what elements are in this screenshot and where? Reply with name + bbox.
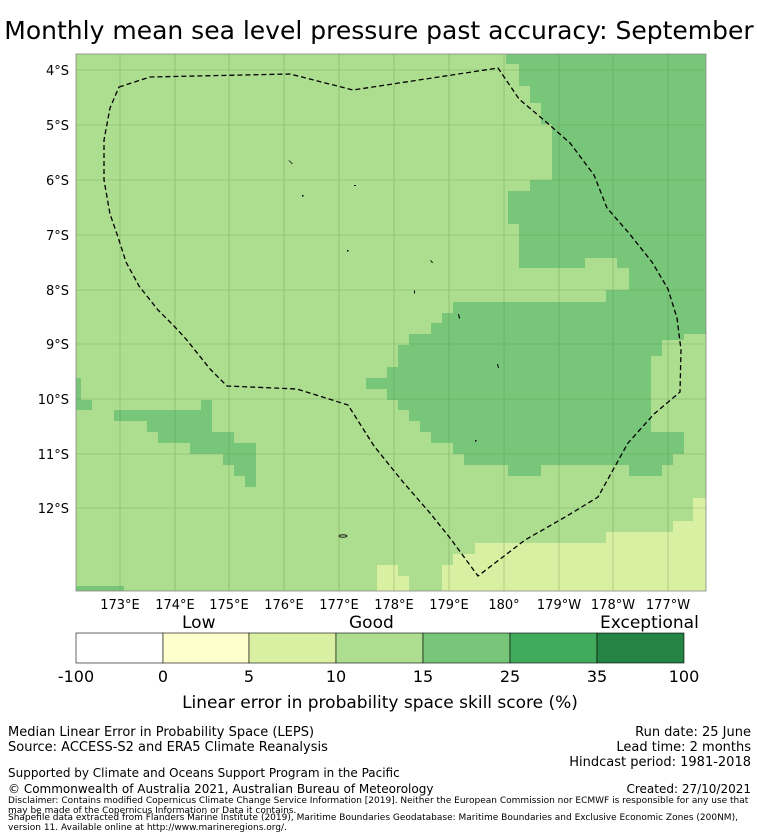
colorbar-bin (162, 632, 250, 664)
skill-region-better-northeast (506, 54, 706, 375)
colorbar (75, 632, 685, 664)
lat-label: 7°S (46, 229, 69, 244)
lon-label: 177°W (646, 598, 690, 613)
eez-boundary (103, 67, 682, 577)
colorbar-tick-label: 25 (499, 667, 521, 686)
colorbar-tick-label: 35 (586, 667, 608, 686)
skill-region-better-edge (76, 378, 92, 410)
lon-label: 180° (488, 598, 519, 613)
lat-label: 5°S (46, 119, 69, 134)
lead-time-text: Lead time: 2 months (616, 740, 751, 755)
lat-label: 10°S (38, 393, 69, 408)
skill-region-better-west (114, 400, 256, 487)
run-date-text: Run date: 25 June (635, 725, 751, 740)
lon-label: 178°E (374, 598, 414, 613)
colorbar-tick-label: -100 (57, 667, 95, 686)
colorbar-bin (248, 632, 337, 664)
disclaimer-text: Disclaimer: Contains modified Copernicus… (8, 796, 749, 816)
lon-label: 179°E (429, 598, 469, 613)
lon-label: 175°E (209, 598, 249, 613)
legend-word-low: Low (182, 613, 216, 633)
shapefile-credit-text: Shapefile data extracted from Flanders M… (8, 813, 738, 833)
skill-region-low-south (442, 498, 706, 591)
copyright-text: © Commonwealth of Australia 2021, Austra… (8, 782, 434, 796)
hindcast-text: Hindcast period: 1981-2018 (569, 755, 751, 770)
colorbar-bin (422, 632, 511, 664)
map-title: Monthly mean sea level pressure past acc… (4, 16, 754, 45)
colorbar-tick-label: 10 (325, 667, 347, 686)
lon-label: 177°E (319, 598, 359, 613)
created-text: Created: 27/10/2021 (626, 782, 751, 796)
map-graticule (76, 54, 706, 591)
islands (288, 160, 499, 538)
legend-word-good: Good (349, 613, 394, 633)
colorbar-tick-label: 100 (668, 667, 700, 686)
longitude-labels: 173°E 174°E 175°E 176°E 177°E 178°E 179°… (100, 598, 690, 613)
supported-text: Supported by Climate and Oceans Support … (8, 766, 400, 780)
source-text: Source: ACCESS-S2 and ERA5 Climate Reana… (8, 740, 328, 755)
lon-label: 176°E (264, 598, 304, 613)
skill-region-better-south (76, 586, 124, 591)
colorbar-bin (335, 632, 424, 664)
lat-label: 8°S (46, 284, 69, 299)
lat-label: 11°S (38, 448, 69, 463)
latitude-labels: 4°S 5°S 6°S 7°S 8°S 9°S 10°S 11°S 12°S (38, 64, 69, 517)
lat-label: 12°S (38, 502, 69, 517)
map-frame (75, 53, 707, 592)
colorbar-title: Linear error in probability space skill … (182, 693, 578, 713)
colorbar-tick-label: 5 (243, 667, 255, 686)
skill-region-better-central (366, 302, 684, 476)
lon-label: 174°E (155, 598, 195, 613)
skill-region-low-southwest (377, 565, 409, 591)
colorbar-tick-label: 15 (412, 667, 434, 686)
colorbar-tick-label: 0 (157, 667, 169, 686)
lat-label: 9°S (46, 338, 69, 353)
lon-label: 178°W (591, 598, 635, 613)
lon-label: 179°W (537, 598, 581, 613)
legend-word-exceptional: Exceptional (600, 613, 699, 633)
colorbar-bin (596, 632, 685, 664)
lat-label: 4°S (46, 64, 69, 79)
lon-label: 173°E (100, 598, 140, 613)
colorbar-bin (75, 632, 164, 664)
method-text: Median Linear Error in Probability Space… (8, 725, 315, 740)
colorbar-bin (509, 632, 598, 664)
lat-label: 6°S (46, 174, 69, 189)
